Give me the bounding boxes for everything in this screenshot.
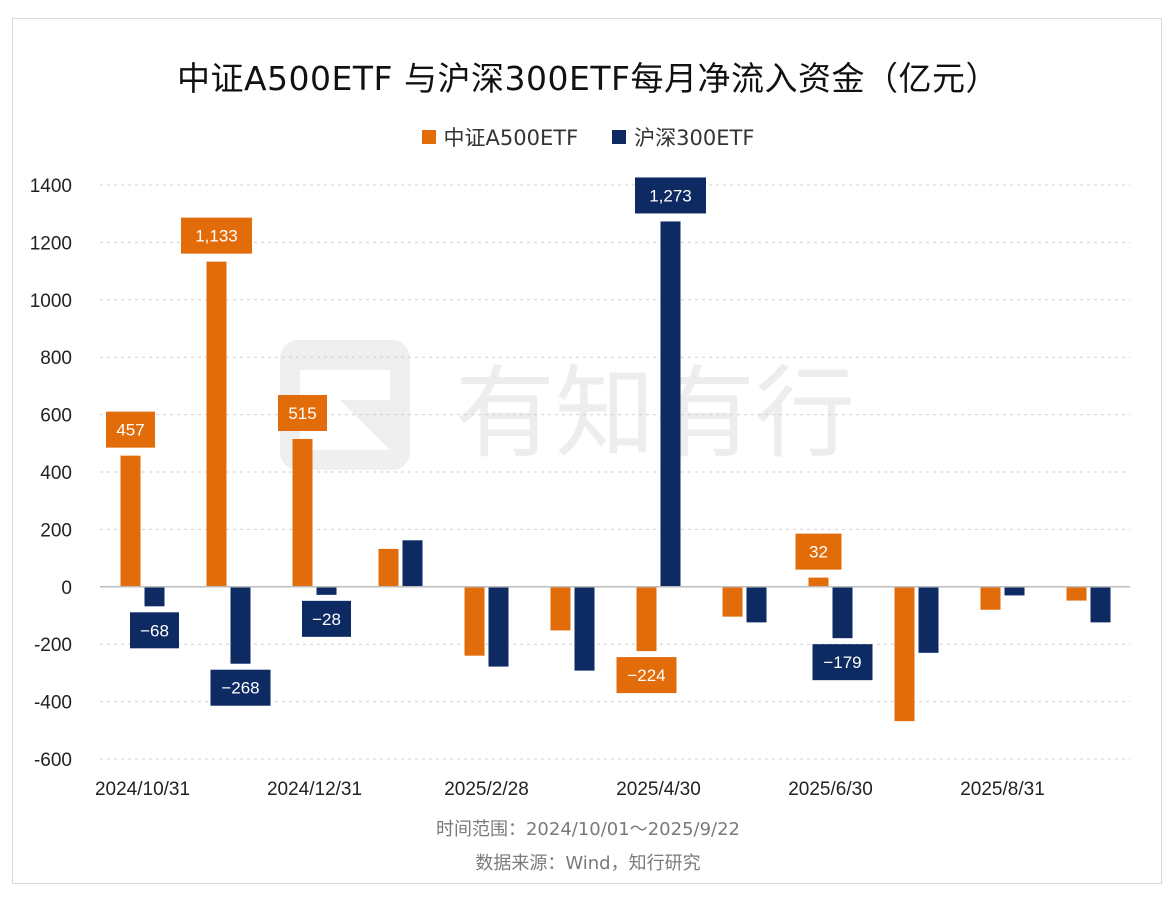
y-tick-label: 800 (40, 348, 72, 369)
data-label-box (795, 533, 842, 570)
chart-title: 中证A500ETF 与沪深300ETF每月净流入资金（亿元） (176, 59, 1000, 98)
x-tick-label: 2024/10/31 (95, 779, 190, 800)
bar (402, 540, 423, 587)
data-label-box (616, 657, 677, 694)
data-label: −268 (221, 679, 259, 698)
y-tick-label: 1200 (30, 233, 72, 254)
bar (464, 586, 485, 656)
y-tick-label: -600 (34, 750, 72, 771)
bar (1004, 586, 1025, 596)
bar (722, 586, 743, 617)
bar (488, 586, 509, 667)
bar (636, 586, 657, 652)
watermark: 有知有行 (280, 340, 855, 472)
y-tick-label: 200 (40, 520, 72, 541)
bar (316, 586, 337, 595)
x-tick-label: 2025/6/30 (788, 779, 873, 800)
bar (574, 586, 595, 671)
bar (980, 586, 1001, 610)
y-tick-label: 0 (61, 578, 72, 599)
data-label: −28 (312, 610, 341, 629)
bar (808, 577, 829, 587)
watermark-text: 有知有行 (455, 355, 855, 472)
data-label: 32 (809, 543, 828, 562)
data-label-box (181, 217, 252, 254)
data-label: 1,133 (195, 227, 238, 246)
data-label: −179 (823, 653, 861, 672)
data-label-box (106, 411, 155, 448)
chart-frame (12, 18, 1162, 884)
bar (206, 261, 227, 587)
legend-label-hs300: 沪深300ETF (634, 126, 755, 150)
x-tick-label: 2025/8/31 (960, 779, 1045, 800)
legend: 中证A500ETF 沪深300ETF (0, 122, 1176, 152)
x-tick-label: 2024/12/31 (267, 779, 362, 800)
bar (1090, 586, 1111, 623)
source-note: 数据来源：Wind，知行研究 (475, 853, 701, 874)
bar (918, 586, 939, 653)
y-tick-label: -400 (34, 693, 72, 714)
time-range-note: 时间范围：2024/10/01～2025/9/22 (435, 819, 741, 840)
bar (230, 586, 251, 664)
y-tick-label: 600 (40, 406, 72, 427)
y-tick-label: 1400 (30, 176, 72, 197)
bar (660, 221, 681, 587)
bar (144, 586, 165, 607)
legend-swatch-a500 (421, 130, 436, 144)
data-label: 1,273 (649, 186, 692, 205)
bar (292, 438, 313, 587)
x-tick-label: 2025/2/28 (444, 779, 529, 800)
data-label-box (302, 600, 351, 637)
data-label: −224 (627, 666, 665, 685)
legend-swatch-hs300 (612, 130, 627, 144)
legend-item-a500: 中证A500ETF (421, 122, 579, 152)
legend-label-a500: 中证A500ETF (443, 126, 579, 150)
data-label-box (210, 669, 271, 706)
bar (894, 586, 915, 722)
y-tick-label: -200 (34, 635, 72, 656)
x-tick-label: 2025/4/30 (616, 779, 701, 800)
legend-item-hs300: 沪深300ETF (612, 122, 754, 152)
bar (378, 548, 399, 587)
y-tick-label: 1000 (30, 291, 72, 312)
data-label: 515 (288, 404, 316, 423)
y-tick-label: 400 (40, 463, 72, 484)
bar (746, 586, 767, 623)
bar (550, 586, 571, 631)
data-label-box (130, 612, 179, 649)
data-label: 457 (116, 421, 144, 440)
bar (1066, 586, 1087, 601)
data-label-box (635, 177, 706, 214)
data-label-box (278, 394, 327, 431)
bar (832, 586, 853, 639)
data-label-box (812, 644, 873, 681)
bar (120, 455, 141, 587)
data-label: −68 (140, 621, 169, 640)
